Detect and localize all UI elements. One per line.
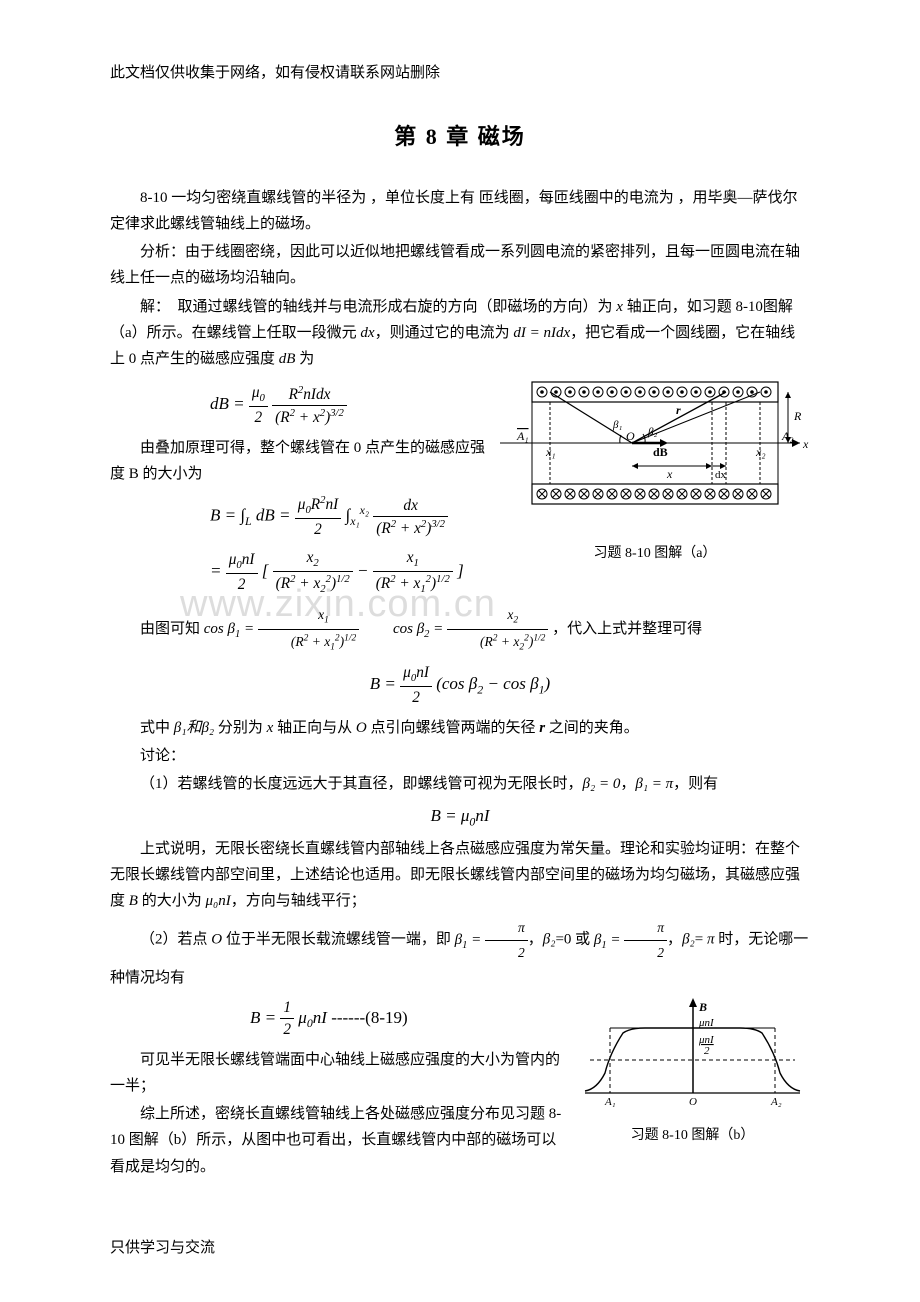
p10-d: =0 或: [555, 932, 593, 948]
math-O-2: O: [211, 932, 222, 948]
figure-a-caption: 习题 8-10 图解（a）: [500, 541, 810, 566]
math-O: O: [356, 720, 367, 736]
paragraph-9: 上式说明，无限长密绕长直螺线管内部轴线上各点磁感应强度为常矢量。理论和实验均证明…: [110, 836, 810, 915]
formula-B-integral-2: = μ0nI2 [ x2(R2 + x22)1/2 − x1(R2 + x12)…: [110, 547, 490, 597]
p10-e: ，: [667, 932, 682, 948]
svg-text:β₂: β₂: [647, 426, 657, 438]
math-beta1-pi: β₁ = π: [635, 776, 673, 792]
svg-text:x: x: [666, 467, 673, 481]
paragraph-2: 分析：由于线圈密绕，因此可以近似地把螺线管看成一系列圆电流的紧密排列，且每一匝圆…: [110, 239, 810, 292]
math-mu0nI: μ₀nI: [205, 893, 230, 909]
svg-text:x: x: [802, 437, 809, 451]
header-note: 此文档仅供收集于网络，如有侵权请联系网站删除: [110, 60, 810, 87]
p10-f: =: [695, 932, 707, 948]
p3-part-a: 解： 取通过螺线管的轴线并与电流形成右旋的方向（即磁场的方向）为: [140, 299, 616, 315]
math-B: B: [129, 893, 138, 909]
math-dI: dI = nIdx: [513, 325, 570, 341]
formula-B-cos: B = μ0nI2 (cos β2 − cos β1): [110, 662, 810, 708]
p6-a: 式中: [140, 720, 174, 736]
p10-a: （2）若点: [140, 932, 211, 948]
p8-a: （1）若螺线管的长度远远大于其直径，即螺线管可视为无限长时，: [140, 776, 583, 792]
svg-text:dB: dB: [653, 445, 668, 459]
paragraph-6: 式中 β₁和β₂ 分别为 x 轴正向与从 O 点引向螺线管两端的矢径 r 之间的…: [110, 715, 810, 741]
figure-b-caption: 习题 8-10 图解（b）: [575, 1123, 810, 1148]
paragraph-5: 由图可知 cos β1 = x1(R2 + x12)1/2 cos β2 = x…: [110, 603, 810, 656]
svg-text:μnI: μnI: [698, 1017, 715, 1029]
page-content: 此文档仅供收集于网络，如有侵权请联系网站删除 第 8 章 磁场 8-10 一均匀…: [110, 60, 810, 1182]
formula-B-integral-1: B = ∫L dB = μ0R2nI2 ∫x₁x₂ dx(R2 + x2)3/2: [110, 493, 490, 541]
formula-B-inf: B = μ0nI: [110, 804, 810, 830]
svg-text:r: r: [676, 403, 681, 417]
p3-part-e: 为: [295, 351, 314, 367]
p6-d: 点引向螺线管两端的矢径: [367, 720, 540, 736]
paragraph-7: 讨论：: [110, 743, 810, 769]
p8-c: ，则有: [673, 776, 718, 792]
chapter-title: 第 8 章 磁场: [110, 117, 810, 157]
figure-b: B μnI μnI 2 A₁ O A₂: [575, 993, 810, 1108]
figure-a: A₁ A₂ x₁ x₂ O dB x dx r R β₁ β₂ x: [500, 376, 810, 526]
p10-c: ，: [528, 932, 543, 948]
math-beta2-2: β₂: [682, 932, 695, 948]
p6-e: 之间的夹角。: [545, 720, 639, 736]
svg-text:x₂: x₂: [755, 445, 766, 459]
svg-text:β₁: β₁: [612, 419, 622, 431]
svg-text:x₁: x₁: [545, 445, 556, 459]
paragraph-3: 解： 取通过螺线管的轴线并与电流形成右旋的方向（即磁场的方向）为 x 轴正向，如…: [110, 294, 810, 373]
paragraph-10: （2）若点 O 位于半无限长载流螺线管一端，即 β1 = π2，β₂=0 或 β…: [110, 916, 810, 991]
paragraph-4: 由叠加原理可得，整个螺线管在 0 点产生的磁感应强度 B 的大小为: [110, 435, 490, 488]
paragraph-1: 8-10 一均匀密绕直螺线管的半径为 ，单位长度上有 匝线圈，每匝线圈中的电流为…: [110, 185, 810, 238]
math-dB: dB: [279, 351, 296, 367]
math-beta2-0: β₂ = 0: [583, 776, 621, 792]
svg-text:O: O: [689, 1096, 697, 1108]
footer-note: 只供学习与交流: [110, 1235, 215, 1262]
p9-b: 的大小为: [138, 893, 206, 909]
p5-a: 由图可知: [140, 621, 200, 637]
math-beta2: β₂: [543, 932, 556, 948]
p3-part-c: ，则通过它的电流为: [375, 325, 514, 341]
svg-text:2: 2: [704, 1045, 710, 1057]
paragraph-8: （1）若螺线管的长度远远大于其直径，即螺线管可视为无限长时，β₂ = 0，β₁ …: [110, 771, 810, 797]
svg-text:A₁: A₁: [516, 429, 529, 443]
p9-c: ，方向与轴线平行；: [231, 893, 366, 909]
svg-text:dx: dx: [715, 469, 727, 481]
svg-text:A₂: A₂: [781, 429, 794, 443]
p5-b: ，代入上式并整理可得: [552, 621, 702, 637]
math-x: x: [616, 299, 623, 315]
p10-b: 位于半无限长载流螺线管一端，即: [222, 932, 455, 948]
svg-text:A₂: A₂: [770, 1096, 782, 1108]
p6-b: 分别为: [214, 720, 267, 736]
math-dx: dx: [360, 325, 374, 341]
formula-dB: dB = μ02 R2nIdx(R2 + x2)3/2: [110, 382, 490, 428]
svg-text:R: R: [793, 409, 802, 423]
svg-text:O: O: [626, 429, 635, 443]
p6-c: 轴正向与从: [273, 720, 356, 736]
svg-text:B: B: [698, 1000, 707, 1014]
svg-text:A₁: A₁: [604, 1096, 616, 1108]
p8-b: ，: [620, 776, 635, 792]
math-beta12: β₁和β₂: [174, 720, 214, 736]
